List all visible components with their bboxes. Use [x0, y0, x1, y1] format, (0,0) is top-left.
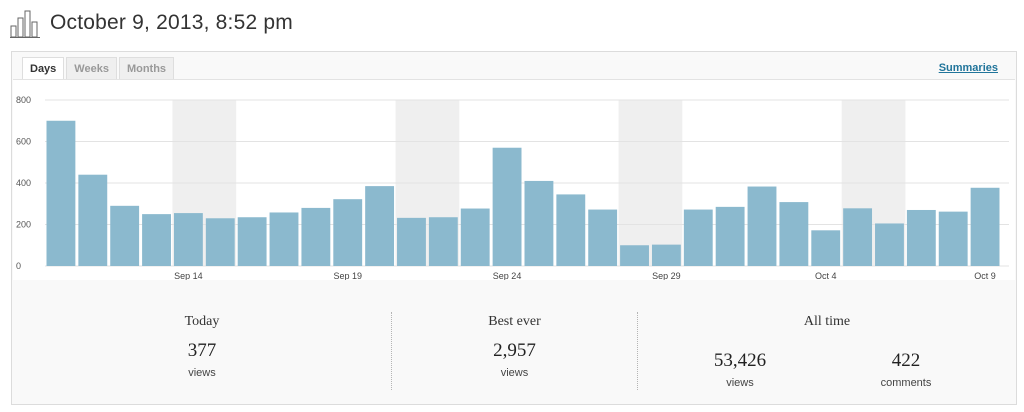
bar: [906, 209, 936, 266]
y-tick-label: 400: [16, 178, 31, 188]
stat-divider: [391, 312, 392, 390]
y-tick-label: 800: [16, 95, 31, 105]
stat-all-time-comments: 422 comments: [846, 340, 966, 389]
bar: [110, 205, 140, 266]
bar: [588, 209, 618, 266]
bar: [333, 199, 363, 266]
bar: [492, 147, 522, 266]
stat-best-ever: Best ever 2,957 views: [392, 314, 637, 392]
bar: [811, 230, 841, 266]
stats-summary: Today 377 views Best ever 2,957 views Al…: [12, 302, 1016, 397]
stat-best-ever-unit: views: [500, 367, 529, 379]
bar: [142, 214, 171, 266]
y-tick-label: 200: [16, 220, 31, 230]
bar: [843, 208, 873, 266]
bar: [970, 187, 1000, 266]
bar: [365, 186, 395, 266]
bar: [779, 202, 809, 266]
views-chart-area: 0 200 400 600 800 Sep 14 Sep 19 Sep 24 Sep 29 Oct…: [13, 79, 1015, 281]
x-tick-label: Sep 29: [652, 271, 681, 280]
bar: [428, 217, 458, 266]
bar: [715, 206, 745, 266]
stat-today-unit: views: [188, 367, 216, 379]
bar: [875, 223, 904, 266]
bar: [46, 120, 76, 266]
stat-best-ever-value: 2,957: [493, 340, 536, 361]
stats-panel: Days Weeks Months Summaries 0 200 400 600 80…: [11, 51, 1017, 405]
stat-today-label: Today: [184, 314, 220, 329]
stat-all-time-views: 53,426 views: [680, 340, 800, 389]
bar: [938, 211, 968, 266]
bar: [237, 217, 267, 266]
x-tick-label: Sep 24: [493, 271, 522, 280]
stat-today-value: 377: [187, 340, 217, 361]
x-tick-label: Oct 4: [815, 271, 837, 280]
tab-days[interactable]: Days: [22, 57, 65, 80]
stat-best-ever-label: Best ever: [488, 314, 541, 329]
stat-all-time-views-unit: views: [726, 377, 754, 389]
stat-all-time: All time 53,426 views 422 comments: [638, 314, 1016, 392]
stat-all-time-comments-unit: comments: [880, 377, 932, 389]
bar: [78, 174, 108, 266]
bar: [524, 180, 554, 266]
bar: [683, 209, 713, 266]
stat-all-time-label: All time: [803, 314, 851, 329]
x-tick-label: Sep 19: [333, 271, 362, 280]
bar: [460, 208, 490, 266]
bar: [205, 218, 235, 266]
y-tick-label: 0: [16, 261, 21, 271]
x-tick-label: Oct 9: [974, 271, 996, 280]
bar: [556, 194, 586, 266]
bar: [397, 217, 426, 266]
views-bar-chart: 0 200 400 600 800 Sep 14 Sep 19 Sep 24 Sep 29 Oct…: [16, 95, 1009, 281]
bar: [620, 245, 649, 266]
tab-weeks[interactable]: Weeks: [66, 57, 117, 79]
stat-divider: [637, 312, 638, 390]
bar: [747, 186, 777, 266]
tab-months[interactable]: Months: [118, 57, 175, 79]
bar: [173, 213, 203, 266]
bar-chart-icon: [10, 10, 40, 38]
bar: [269, 212, 299, 266]
page-header: October 9, 2013, 8:52 pm: [10, 6, 293, 40]
period-tabs: Days Weeks Months: [22, 57, 176, 80]
stat-all-time-views-value: 53,426: [713, 350, 767, 371]
stat-today: Today 377 views: [12, 314, 392, 392]
y-tick-label: 600: [16, 137, 31, 147]
bar: [651, 244, 681, 266]
summaries-link[interactable]: Summaries: [938, 62, 998, 74]
bar: [301, 207, 331, 266]
page-title: October 9, 2013, 8:52 pm: [50, 11, 293, 34]
stat-all-time-comments-value: 422: [891, 350, 921, 371]
x-tick-label: Sep 14: [174, 271, 203, 280]
